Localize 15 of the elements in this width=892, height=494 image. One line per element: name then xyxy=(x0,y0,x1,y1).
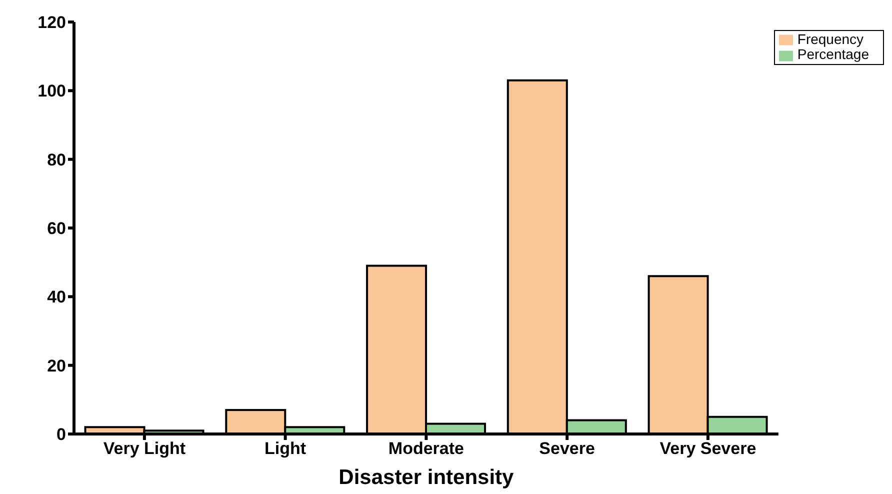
y-tick-label: 120 xyxy=(38,13,66,32)
x-tick-label: Very Severe xyxy=(660,439,756,458)
legend-label: Frequency xyxy=(797,31,864,47)
x-tick-label: Light xyxy=(264,439,306,458)
y-tick-label: 60 xyxy=(47,219,66,238)
y-tick-label: 100 xyxy=(38,82,66,101)
x-tick-label: Severe xyxy=(539,439,595,458)
y-tick-label: 0 xyxy=(56,425,66,444)
x-tick-label: Moderate xyxy=(388,439,464,458)
y-tick-label: 40 xyxy=(47,288,66,307)
y-tick-label: 80 xyxy=(47,150,66,170)
x-axis-title: Disaster intensity xyxy=(338,466,514,489)
x-tick-label: Very Light xyxy=(103,439,186,458)
legend-label: Percentage xyxy=(797,46,869,62)
y-tick-label: 20 xyxy=(47,356,66,376)
